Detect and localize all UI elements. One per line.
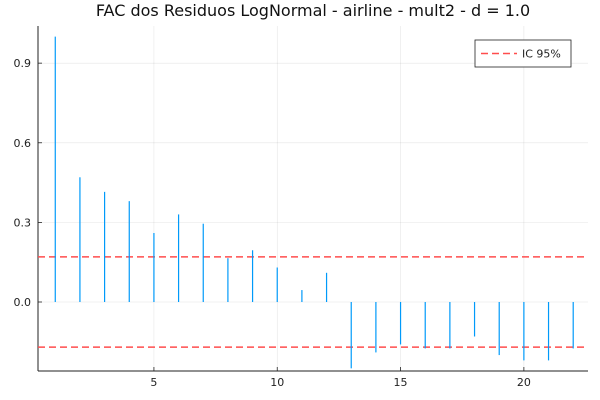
legend: IC 95% (474, 39, 572, 68)
x-tick-label: 10 (270, 376, 284, 389)
x-tick-label: 15 (394, 376, 408, 389)
x-tick-label: 20 (517, 376, 531, 389)
x-tick-label: 5 (150, 376, 157, 389)
axis-layer: 5 10 15 20 0.0 0.3 0.6 0.9 (14, 26, 588, 389)
legend-box (474, 39, 572, 68)
grid-layer (38, 26, 588, 371)
legend-label: IC 95% (522, 48, 561, 61)
y-tick-label: 0.0 (14, 296, 32, 309)
acf-bars (54, 36, 574, 369)
y-tick-label: 0.3 (14, 216, 32, 229)
chart-title: FAC dos Residuos LogNormal - airline - m… (96, 1, 530, 20)
y-tick-label: 0.6 (14, 137, 32, 150)
y-tick-label: 0.9 (14, 57, 32, 70)
